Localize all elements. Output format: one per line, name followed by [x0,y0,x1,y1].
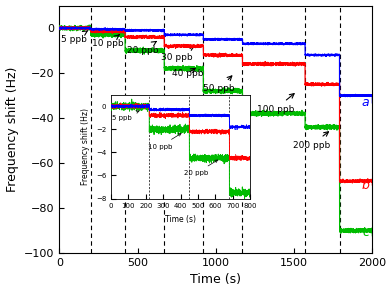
Text: 50 ppb: 50 ppb [203,76,235,93]
Text: 20 ppb: 20 ppb [127,41,158,55]
Text: c: c [362,226,369,239]
Text: 40 ppb: 40 ppb [172,68,203,78]
Text: 200 ppb: 200 ppb [293,132,330,150]
Text: 30 ppb: 30 ppb [161,46,194,62]
Text: b: b [361,179,369,192]
Text: 10 ppb: 10 ppb [92,35,124,48]
Y-axis label: Frequency shift (Hz): Frequency shift (Hz) [5,67,18,192]
X-axis label: Time (s): Time (s) [191,273,241,286]
Text: 5 ppb: 5 ppb [61,30,88,44]
Text: 100 ppb: 100 ppb [257,94,294,114]
Text: a: a [362,96,369,109]
